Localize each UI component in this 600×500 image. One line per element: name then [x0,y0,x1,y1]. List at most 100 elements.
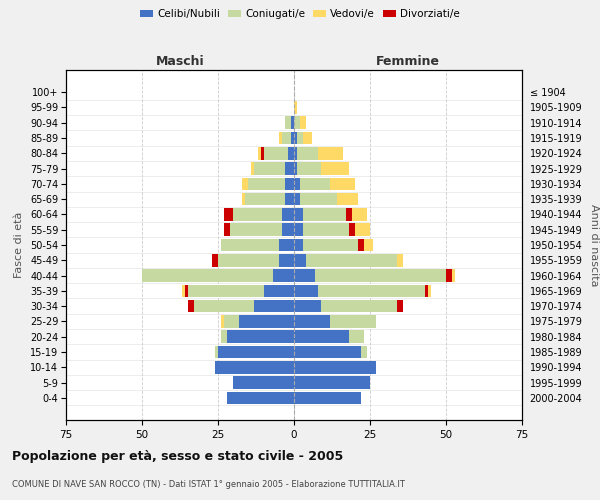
Bar [279,254,294,266]
Bar [303,132,312,144]
Bar [142,270,273,282]
Bar [221,238,279,252]
Bar [294,224,303,236]
Bar [218,254,279,266]
Bar [233,376,294,389]
Bar [303,208,346,220]
Bar [288,147,294,160]
Bar [358,238,364,252]
Bar [224,208,233,220]
Text: Popolazione per età, sesso e stato civile - 2005: Popolazione per età, sesso e stato civil… [12,450,343,463]
Bar [227,330,294,343]
Bar [245,193,285,205]
Bar [297,132,303,144]
Bar [185,284,188,297]
Bar [215,346,218,358]
Bar [282,208,294,220]
Bar [297,162,322,175]
Bar [355,224,370,236]
Bar [349,224,355,236]
Bar [315,270,446,282]
Bar [294,330,349,343]
Bar [319,147,343,160]
Bar [248,178,285,190]
Bar [397,300,403,312]
Bar [279,132,282,144]
Legend: Celibi/Nubili, Coniugati/e, Vedovi/e, Divorziati/e: Celibi/Nubili, Coniugati/e, Vedovi/e, Di… [136,5,464,24]
Bar [446,270,452,282]
Bar [303,224,349,236]
Bar [227,392,294,404]
Bar [194,300,254,312]
Bar [294,315,331,328]
Bar [346,208,352,220]
Bar [294,208,303,220]
Bar [285,116,291,129]
Bar [251,162,254,175]
Bar [285,178,294,190]
Bar [337,193,358,205]
Bar [361,346,367,358]
Bar [260,147,263,160]
Bar [322,300,397,312]
Bar [294,238,303,252]
Y-axis label: Anni di nascita: Anni di nascita [589,204,599,286]
Bar [425,284,428,297]
Bar [242,193,245,205]
Bar [254,162,285,175]
Bar [254,300,294,312]
Bar [294,300,322,312]
Bar [452,270,455,282]
Bar [239,315,294,328]
Bar [294,361,376,374]
Bar [263,284,294,297]
Bar [300,178,331,190]
Bar [428,284,431,297]
Bar [224,224,230,236]
Bar [282,224,294,236]
Bar [331,315,376,328]
Bar [230,224,282,236]
Bar [303,238,358,252]
Bar [294,147,297,160]
Bar [352,208,367,220]
Bar [294,116,300,129]
Bar [263,147,288,160]
Bar [294,254,306,266]
Bar [294,178,300,190]
Text: Femmine: Femmine [376,54,440,68]
Bar [294,376,370,389]
Text: COMUNE DI NAVE SAN ROCCO (TN) - Dati ISTAT 1° gennaio 2005 - Elaborazione TUTTIT: COMUNE DI NAVE SAN ROCCO (TN) - Dati IST… [12,480,405,489]
Bar [291,132,294,144]
Bar [364,238,373,252]
Bar [300,193,337,205]
Bar [273,270,294,282]
Bar [224,315,239,328]
Bar [221,315,224,328]
Y-axis label: Fasce di età: Fasce di età [14,212,25,278]
Bar [397,254,403,266]
Bar [188,300,194,312]
Bar [294,101,297,114]
Bar [306,254,397,266]
Bar [257,147,260,160]
Bar [212,254,218,266]
Bar [221,330,227,343]
Bar [319,284,425,297]
Bar [331,178,355,190]
Bar [294,284,319,297]
Bar [294,270,315,282]
Bar [294,392,361,404]
Text: Maschi: Maschi [155,54,205,68]
Bar [294,193,300,205]
Bar [188,284,263,297]
Bar [291,116,294,129]
Bar [282,132,291,144]
Bar [285,193,294,205]
Bar [349,330,364,343]
Bar [294,132,297,144]
Bar [300,116,306,129]
Bar [279,238,294,252]
Bar [233,208,282,220]
Bar [322,162,349,175]
